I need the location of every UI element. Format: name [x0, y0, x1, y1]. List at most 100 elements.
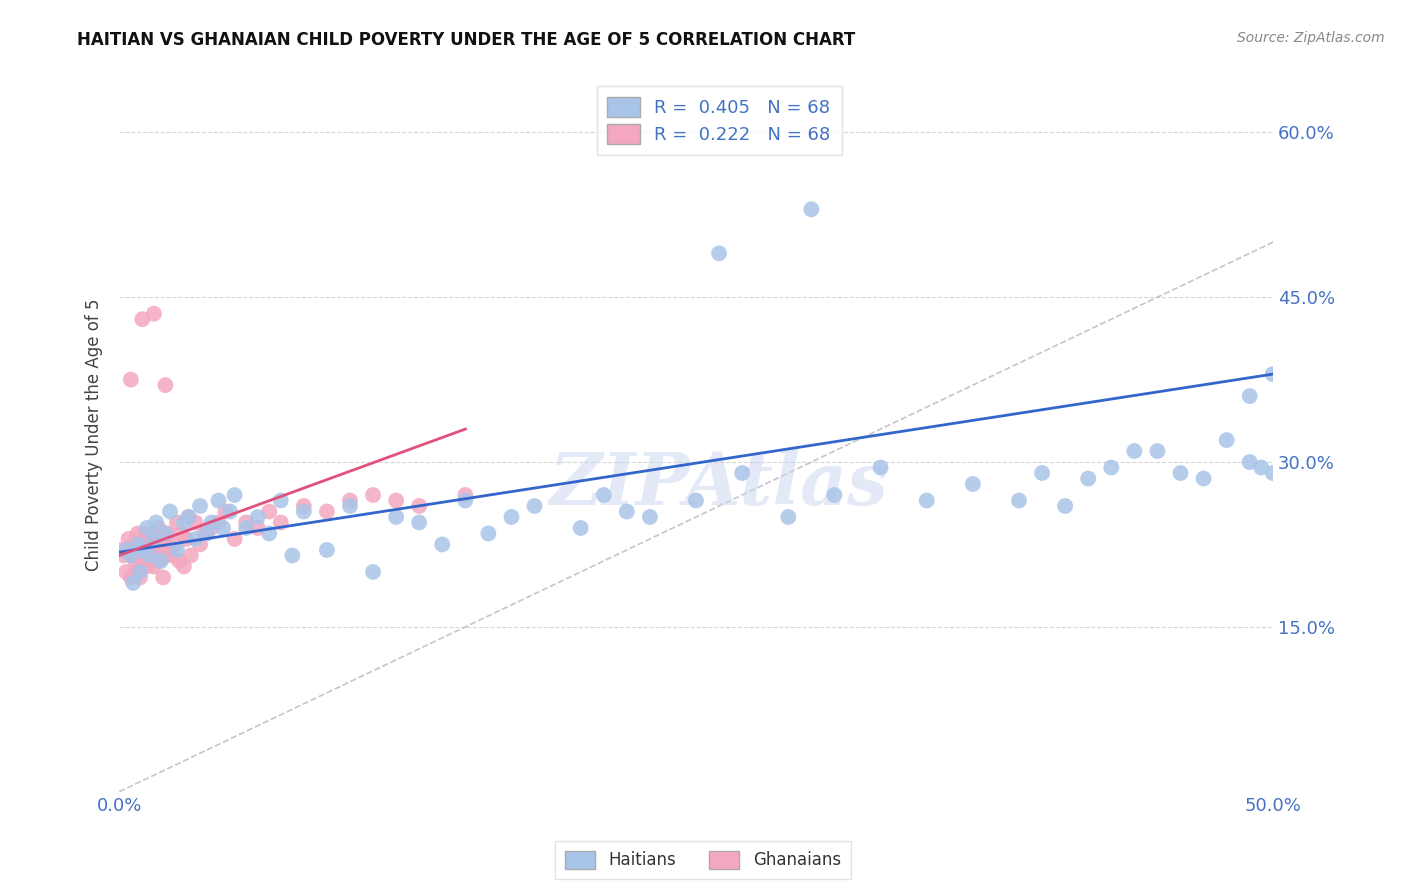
- Y-axis label: Child Poverty Under the Age of 5: Child Poverty Under the Age of 5: [86, 298, 103, 571]
- Point: [166, 543, 188, 558]
- Point: [194, 526, 217, 541]
- Point: [207, 493, 229, 508]
- Point: [339, 499, 361, 513]
- Point: [1192, 471, 1215, 485]
- Point: [224, 532, 246, 546]
- Point: [120, 373, 142, 387]
- Point: [257, 504, 280, 518]
- Point: [177, 510, 200, 524]
- Point: [110, 543, 132, 558]
- Point: [142, 537, 165, 551]
- Point: [212, 521, 235, 535]
- Point: [155, 526, 177, 541]
- Point: [155, 549, 177, 563]
- Point: [138, 549, 160, 563]
- Point: [136, 521, 159, 535]
- Point: [155, 537, 177, 551]
- Point: [361, 488, 384, 502]
- Point: [155, 378, 177, 392]
- Point: [131, 537, 153, 551]
- Point: [800, 202, 823, 217]
- Point: [339, 493, 361, 508]
- Point: [195, 526, 218, 541]
- Point: [156, 526, 179, 541]
- Point: [167, 554, 190, 568]
- Point: [112, 549, 135, 563]
- Point: [1239, 455, 1261, 469]
- Point: [131, 312, 153, 326]
- Point: [523, 499, 546, 513]
- Point: [385, 510, 408, 524]
- Point: [569, 521, 592, 535]
- Point: [122, 575, 145, 590]
- Point: [117, 532, 139, 546]
- Point: [214, 504, 236, 518]
- Point: [1054, 499, 1077, 513]
- Point: [962, 477, 984, 491]
- Point: [149, 554, 172, 568]
- Point: [731, 466, 754, 480]
- Point: [1077, 471, 1099, 485]
- Point: [316, 543, 339, 558]
- Point: [141, 549, 163, 563]
- Text: ZIPAtlas: ZIPAtlas: [550, 449, 889, 520]
- Point: [170, 526, 193, 541]
- Point: [174, 532, 197, 546]
- Point: [1215, 433, 1237, 447]
- Point: [188, 499, 211, 513]
- Point: [246, 510, 269, 524]
- Point: [385, 493, 408, 508]
- Point: [173, 559, 195, 574]
- Point: [638, 510, 661, 524]
- Point: [778, 510, 800, 524]
- Point: [292, 499, 315, 513]
- Point: [177, 510, 200, 524]
- Point: [1250, 460, 1272, 475]
- Point: [145, 549, 167, 563]
- Point: [129, 565, 152, 579]
- Point: [138, 532, 160, 546]
- Text: HAITIAN VS GHANAIAN CHILD POVERTY UNDER THE AGE OF 5 CORRELATION CHART: HAITIAN VS GHANAIAN CHILD POVERTY UNDER …: [77, 31, 856, 49]
- Point: [224, 488, 246, 502]
- Point: [246, 521, 269, 535]
- Point: [136, 559, 159, 574]
- Point: [180, 549, 202, 563]
- Point: [501, 510, 523, 524]
- Point: [1170, 466, 1192, 480]
- Point: [115, 565, 138, 579]
- Point: [207, 516, 229, 530]
- Point: [823, 488, 845, 502]
- Point: [142, 307, 165, 321]
- Point: [127, 537, 149, 551]
- Point: [159, 543, 181, 558]
- Point: [120, 570, 142, 584]
- Point: [148, 554, 170, 568]
- Point: [316, 504, 339, 518]
- Point: [152, 570, 174, 584]
- Point: [454, 488, 477, 502]
- Point: [1008, 493, 1031, 508]
- Point: [148, 521, 170, 535]
- Point: [1031, 466, 1053, 480]
- Point: [869, 460, 891, 475]
- Point: [184, 516, 207, 530]
- Point: [136, 537, 159, 551]
- Point: [235, 516, 257, 530]
- Point: [134, 549, 156, 563]
- Point: [120, 549, 142, 563]
- Point: [145, 532, 167, 546]
- Point: [142, 559, 165, 574]
- Point: [257, 526, 280, 541]
- Point: [184, 532, 207, 546]
- Point: [592, 488, 614, 502]
- Point: [120, 549, 142, 563]
- Point: [134, 526, 156, 541]
- Point: [1261, 466, 1284, 480]
- Point: [163, 537, 186, 551]
- Point: [152, 532, 174, 546]
- Point: [270, 516, 292, 530]
- Point: [122, 537, 145, 551]
- Point: [1099, 460, 1122, 475]
- Point: [281, 549, 304, 563]
- Point: [361, 565, 384, 579]
